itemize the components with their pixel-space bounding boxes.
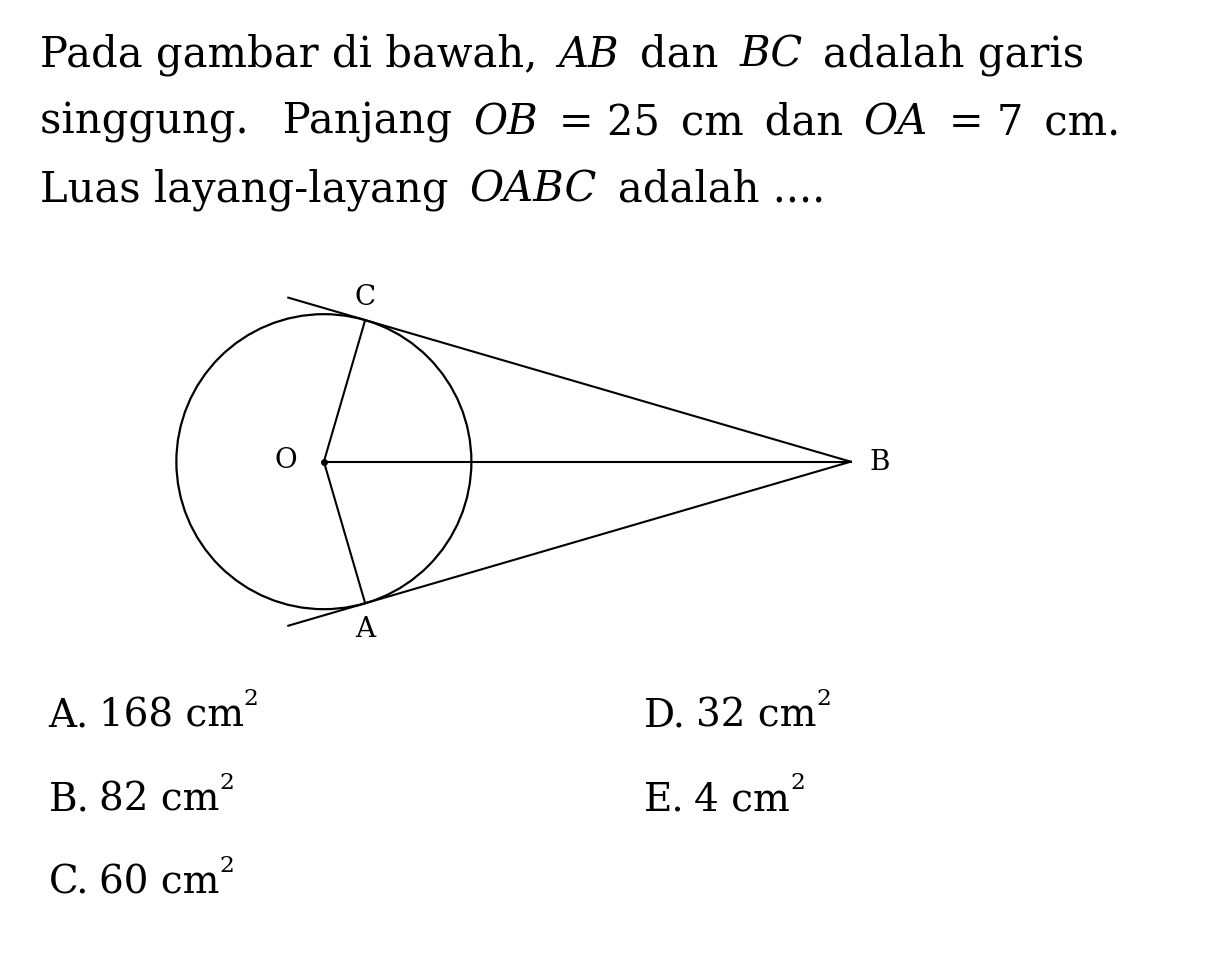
Text: BC: BC xyxy=(739,34,802,76)
Text: = 25 cm dan: = 25 cm dan xyxy=(538,101,864,143)
Text: 2: 2 xyxy=(244,687,259,709)
Text: 2: 2 xyxy=(816,687,831,709)
Text: 4 cm: 4 cm xyxy=(694,780,790,817)
Text: B: B xyxy=(870,449,891,476)
Text: A.: A. xyxy=(49,697,89,733)
Text: adalah ....: adalah .... xyxy=(597,168,825,210)
Text: 60 cm: 60 cm xyxy=(98,864,220,900)
Text: OABC: OABC xyxy=(469,168,597,210)
Text: D.: D. xyxy=(644,697,686,733)
Text: OB: OB xyxy=(473,101,538,143)
Text: C: C xyxy=(355,284,375,311)
Text: A: A xyxy=(355,615,375,642)
Text: 32 cm: 32 cm xyxy=(696,697,816,733)
Text: C.: C. xyxy=(49,864,89,900)
Text: = 7 cm.: = 7 cm. xyxy=(928,101,1120,143)
Text: 2: 2 xyxy=(220,771,234,793)
Text: B.: B. xyxy=(49,780,90,817)
Text: 82 cm: 82 cm xyxy=(100,780,220,817)
Text: OA: OA xyxy=(864,101,928,143)
Text: 2: 2 xyxy=(790,771,804,793)
Text: dan: dan xyxy=(618,34,739,76)
Text: O: O xyxy=(275,447,298,474)
Text: adalah garis: adalah garis xyxy=(802,34,1085,76)
Text: 168 cm: 168 cm xyxy=(98,697,244,733)
Text: singgung.  Panjang: singgung. Panjang xyxy=(40,101,473,143)
Text: AB: AB xyxy=(559,34,618,76)
Text: E.: E. xyxy=(644,780,684,817)
Text: Luas layang-layang: Luas layang-layang xyxy=(40,168,469,210)
Text: 2: 2 xyxy=(220,854,234,876)
Text: Pada gambar di bawah,: Pada gambar di bawah, xyxy=(40,34,559,76)
